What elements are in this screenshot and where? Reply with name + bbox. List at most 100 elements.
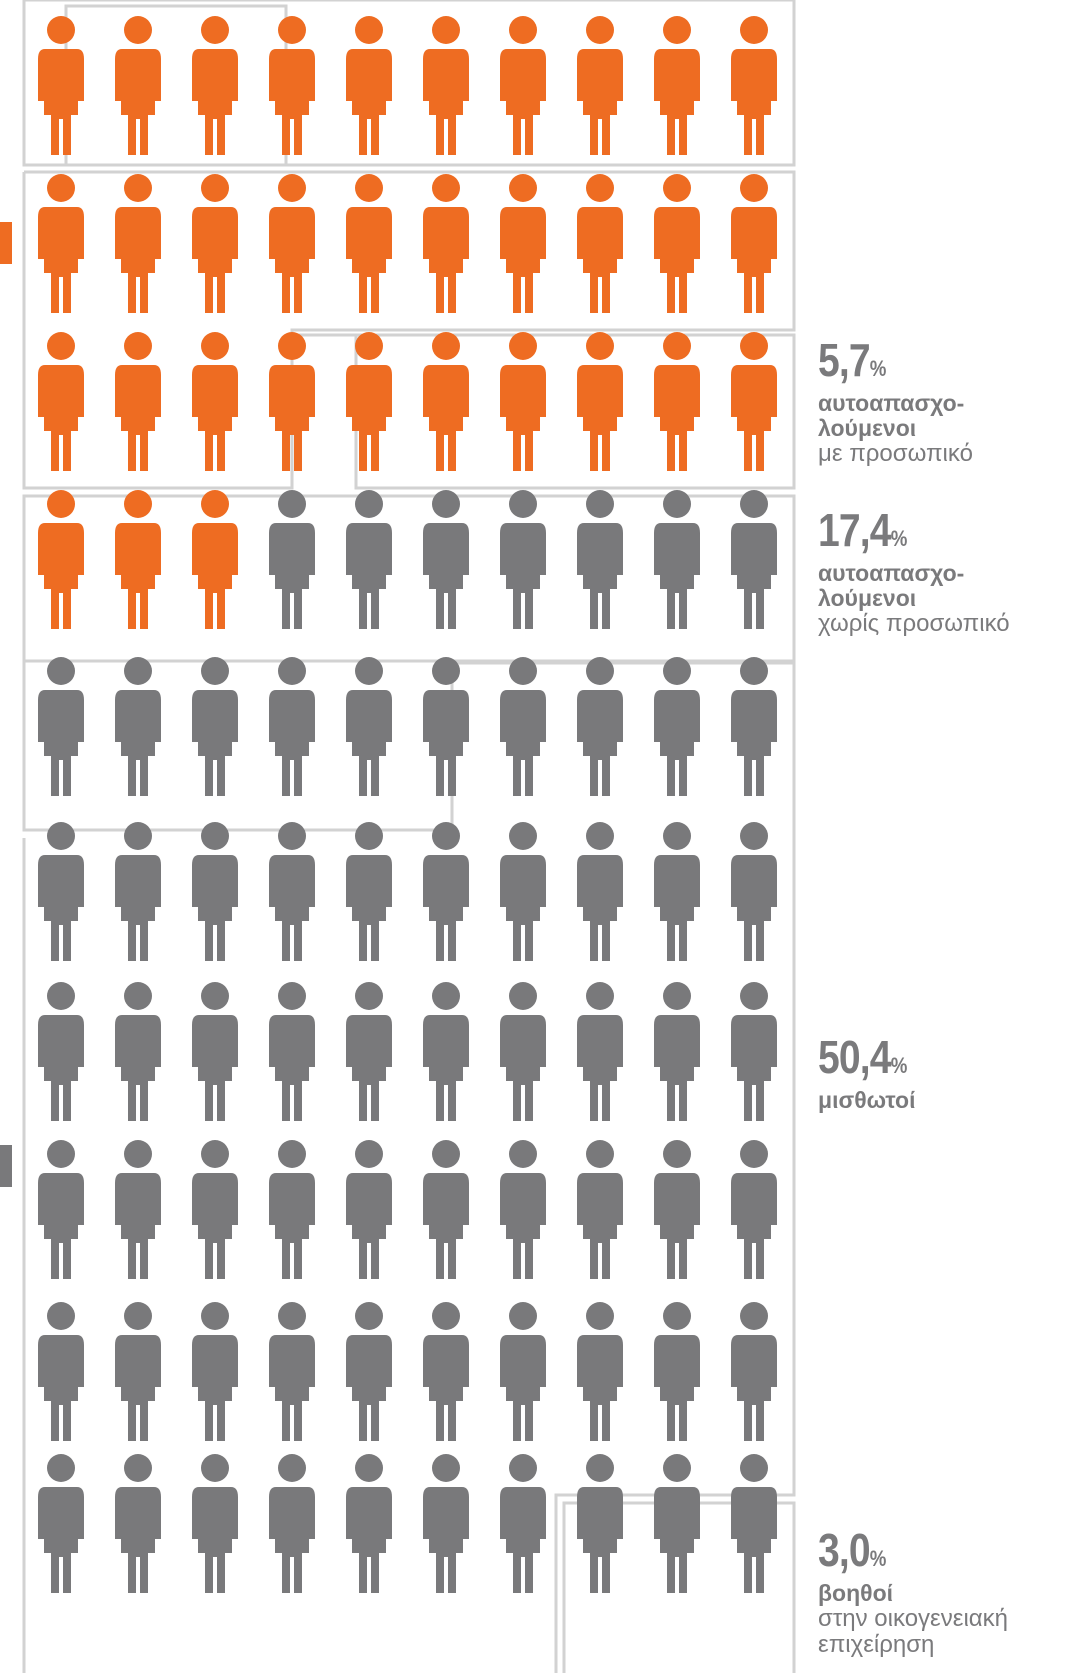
percent-value: 5,7: [818, 334, 871, 386]
person-icon: [654, 982, 700, 1121]
person-icon: [115, 657, 161, 796]
person-icon: [500, 1454, 546, 1593]
person-icon: [346, 490, 392, 629]
person-icon: [115, 16, 161, 155]
label-bold: αυτοαπασχο- λούμενοι: [818, 560, 965, 611]
person-icon: [577, 332, 623, 471]
percent-value: 3,0: [818, 1524, 871, 1576]
label-self-employed-with-staff: 5,7% αυτοαπασχο- λούμενοι με προσωπικό: [818, 337, 973, 467]
person-icon: [38, 174, 84, 313]
person-icon: [577, 1302, 623, 1441]
person-icon: [115, 174, 161, 313]
person-icon: [423, 174, 469, 313]
person-icon: [38, 657, 84, 796]
left-edge-marker-top: [0, 222, 12, 264]
person-icon: [192, 1454, 238, 1593]
person-icon: [269, 16, 315, 155]
person-icon: [115, 490, 161, 629]
border-orange-group: [22, 170, 796, 490]
person-icon: [731, 982, 777, 1121]
label-regular: με προσωπικό: [818, 440, 973, 467]
person-icon: [38, 16, 84, 155]
percent-unit: %: [869, 1546, 887, 1571]
person-icon: [731, 332, 777, 471]
percent-unit: %: [869, 356, 887, 381]
person-icon: [654, 490, 700, 629]
person-icon: [38, 332, 84, 471]
person-icon: [423, 1302, 469, 1441]
person-icon: [192, 822, 238, 961]
percent-value: 50,4: [818, 1031, 892, 1083]
border-top-group: [22, 0, 796, 167]
label-bold: αυτοαπασχο- λούμενοι: [818, 390, 965, 441]
border-top-inner: [64, 4, 288, 167]
person-icon: [731, 174, 777, 313]
person-icon: [269, 332, 315, 471]
person-icon: [346, 174, 392, 313]
person-icon: [346, 16, 392, 155]
person-icon: [500, 16, 546, 155]
person-icon: [346, 1454, 392, 1593]
person-icon: [423, 16, 469, 155]
person-icon: [115, 332, 161, 471]
person-icon: [269, 822, 315, 961]
person-icon: [423, 1454, 469, 1593]
person-icon: [654, 1454, 700, 1593]
person-icon: [346, 1140, 392, 1279]
percent-unit: %: [890, 1053, 908, 1078]
person-icon: [500, 332, 546, 471]
person-icon: [654, 1302, 700, 1441]
person-icon: [500, 822, 546, 961]
person-icon: [577, 174, 623, 313]
person-icon: [269, 1454, 315, 1593]
percent-unit: %: [890, 526, 908, 551]
person-icon: [423, 1140, 469, 1279]
label-regular: στην οικογενειακή επιχείρηση: [818, 1605, 1008, 1658]
person-icon: [346, 1302, 392, 1441]
person-icon: [731, 16, 777, 155]
person-icon: [423, 822, 469, 961]
person-icon: [423, 490, 469, 629]
person-icon: [654, 822, 700, 961]
person-icon: [115, 982, 161, 1121]
person-icon: [654, 174, 700, 313]
person-icon: [423, 982, 469, 1121]
person-icon: [731, 1454, 777, 1593]
person-icon: [346, 657, 392, 796]
person-icon: [731, 1302, 777, 1441]
person-icon: [115, 1302, 161, 1441]
person-icon: [654, 332, 700, 471]
person-icon: [577, 490, 623, 629]
person-icon: [38, 1302, 84, 1441]
person-icon: [269, 1302, 315, 1441]
person-icon: [577, 982, 623, 1121]
person-icon: [577, 822, 623, 961]
person-icon: [192, 16, 238, 155]
left-edge-marker-bottom: [0, 1145, 12, 1187]
person-icon: [423, 657, 469, 796]
person-icon: [577, 1454, 623, 1593]
person-icon: [115, 1454, 161, 1593]
person-icon: [269, 174, 315, 313]
person-icon: [269, 490, 315, 629]
label-bold: μισθωτοί: [818, 1087, 916, 1113]
person-icon: [269, 1140, 315, 1279]
person-icon: [500, 657, 546, 796]
border-self-employed-with-staff: [292, 333, 796, 490]
person-icon: [192, 1140, 238, 1279]
label-family-business-helpers: 3,0% βοηθοί στην οικογενειακή επιχείρηση: [818, 1527, 1008, 1658]
person-icon: [731, 822, 777, 961]
person-icon: [500, 982, 546, 1121]
person-icon: [115, 1140, 161, 1279]
person-icon: [500, 490, 546, 629]
person-icon: [269, 657, 315, 796]
people-figures: [38, 16, 777, 1593]
person-icon: [192, 174, 238, 313]
person-icon: [192, 657, 238, 796]
person-icon: [38, 1454, 84, 1593]
person-icon: [38, 982, 84, 1121]
person-icon: [500, 1302, 546, 1441]
person-icon: [38, 822, 84, 961]
person-icon: [192, 490, 238, 629]
person-icon: [192, 332, 238, 471]
